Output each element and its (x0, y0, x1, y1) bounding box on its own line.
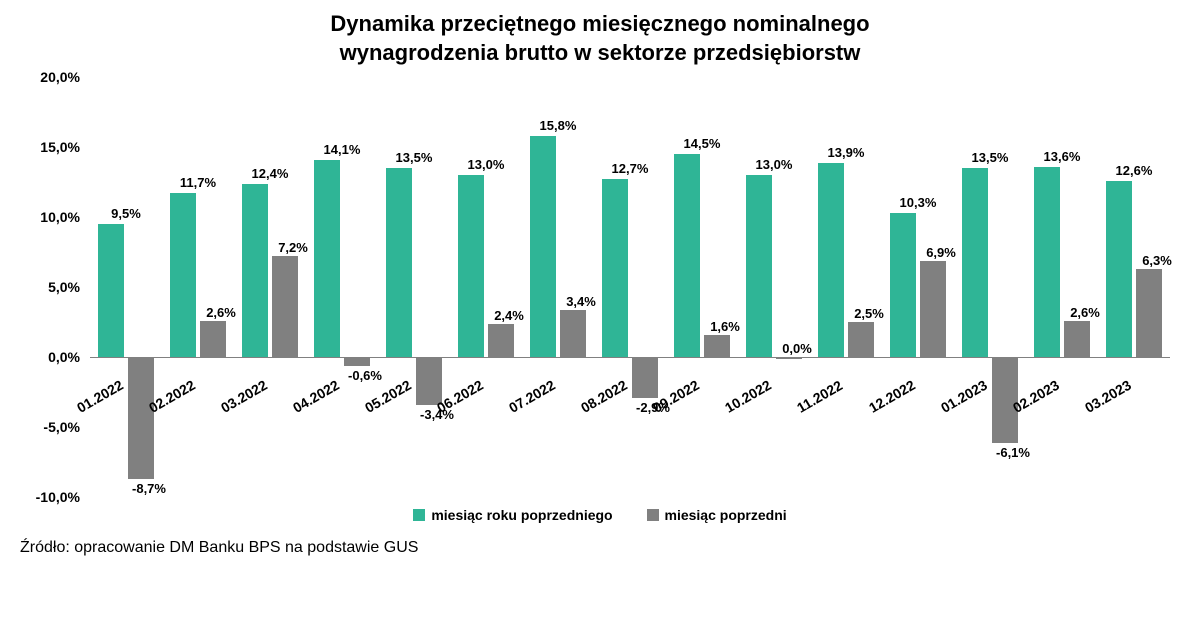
legend-label-a: miesiąc roku poprzedniego (431, 507, 612, 523)
value-label-a: 13,5% (379, 150, 448, 165)
bar-series-b (560, 310, 586, 358)
value-label-a: 9,5% (91, 206, 160, 221)
chart-title-line1: Dynamika przeciętnego miesięcznego nomin… (20, 10, 1180, 39)
bar-series-b (848, 322, 874, 357)
bar-series-a (314, 160, 340, 357)
bar-group: 11,7%2,6%02.2022 (169, 77, 227, 497)
bar-series-a (98, 224, 124, 357)
bar-series-a (746, 175, 772, 357)
legend-swatch-b (647, 509, 659, 521)
value-label-a: 13,6% (1027, 149, 1096, 164)
bar-series-a (1106, 181, 1132, 357)
legend-label-b: miesiąc poprzedni (665, 507, 787, 523)
bar-group: 15,8%3,4%07.2022 (529, 77, 587, 497)
bar-series-b (632, 357, 658, 398)
bar-group: 13,5%-6,1%01.2023 (961, 77, 1019, 497)
y-tick-label: -5,0% (43, 419, 80, 435)
bar-group: 12,6%6,3%03.2023 (1105, 77, 1163, 497)
bar-group: 14,1%-0,6%04.2022 (313, 77, 371, 497)
y-tick-label: -10,0% (36, 489, 80, 505)
bar-series-a (242, 184, 268, 358)
value-label-a: 12,4% (235, 166, 304, 181)
value-label-b: 6,3% (1122, 253, 1191, 268)
value-label-a: 12,7% (595, 161, 664, 176)
bar-group: 12,7%-2,9%08.2022 (601, 77, 659, 497)
bar-group: 14,5%1,6%09.2022 (673, 77, 731, 497)
bar-series-b (416, 357, 442, 405)
source-prefix: Źródło: (20, 539, 74, 556)
legend-item-b: miesiąc poprzedni (647, 507, 787, 523)
bar-series-a (602, 179, 628, 357)
bar-series-b (272, 256, 298, 357)
value-label-a: 12,6% (1099, 163, 1168, 178)
source-text: Źródło: opracowanie DM Banku BPS na pods… (20, 539, 1180, 557)
chart-title: Dynamika przeciętnego miesięcznego nomin… (20, 10, 1180, 67)
value-label-a: 13,0% (739, 157, 808, 172)
legend-item-a: miesiąc roku poprzedniego (413, 507, 612, 523)
bar-series-b (200, 321, 226, 357)
value-label-a: 15,8% (523, 118, 592, 133)
chart-area: -10,0%-5,0%0,0%5,0%10,0%15,0%20,0% 9,5%-… (90, 77, 1170, 497)
legend: miesiąc roku poprzedniego miesiąc poprze… (20, 507, 1180, 524)
bar-group: 10,3%6,9%12.2022 (889, 77, 947, 497)
value-label-a: 13,5% (955, 150, 1024, 165)
bar-series-b (1136, 269, 1162, 357)
y-tick-label: 5,0% (48, 279, 80, 295)
value-label-a: 11,7% (163, 175, 232, 190)
y-tick-label: 20,0% (40, 69, 80, 85)
chart-title-line2: wynagrodzenia brutto w sektorze przedsię… (20, 39, 1180, 68)
bar-series-b (704, 335, 730, 357)
value-label-a: 13,9% (811, 145, 880, 160)
bar-series-a (890, 213, 916, 357)
bar-series-a (170, 193, 196, 357)
bar-series-b (776, 357, 802, 359)
bar-series-b (488, 324, 514, 358)
plot-area: 9,5%-8,7%01.202211,7%2,6%02.202212,4%7,2… (90, 77, 1170, 497)
bar-group: 13,5%-3,4%05.2022 (385, 77, 443, 497)
bar-series-b (128, 357, 154, 479)
bar-series-a (530, 136, 556, 357)
y-tick-label: 15,0% (40, 139, 80, 155)
bar-group: 13,9%2,5%11.2022 (817, 77, 875, 497)
value-label-a: 10,3% (883, 195, 952, 210)
bar-series-b (1064, 321, 1090, 357)
bar-series-b (344, 357, 370, 365)
y-axis: -10,0%-5,0%0,0%5,0%10,0%15,0%20,0% (20, 77, 85, 497)
y-tick-label: 0,0% (48, 349, 80, 365)
legend-swatch-a (413, 509, 425, 521)
source-body: opracowanie DM Banku BPS na podstawie GU… (74, 539, 418, 556)
bar-series-a (1034, 167, 1060, 357)
bar-series-a (962, 168, 988, 357)
y-tick-label: 10,0% (40, 209, 80, 225)
bar-group: 12,4%7,2%03.2022 (241, 77, 299, 497)
value-label-a: 14,5% (667, 136, 736, 151)
bar-series-a (458, 175, 484, 357)
bar-series-a (386, 168, 412, 357)
bar-group: 13,0%2,4%06.2022 (457, 77, 515, 497)
value-label-a: 14,1% (307, 142, 376, 157)
bar-group: 9,5%-8,7%01.2022 (97, 77, 155, 497)
bar-group: 13,6%2,6%02.2023 (1033, 77, 1091, 497)
value-label-a: 13,0% (451, 157, 520, 172)
bar-series-b (920, 261, 946, 358)
bar-group: 13,0%0,0%10.2022 (745, 77, 803, 497)
bar-series-a (818, 163, 844, 358)
